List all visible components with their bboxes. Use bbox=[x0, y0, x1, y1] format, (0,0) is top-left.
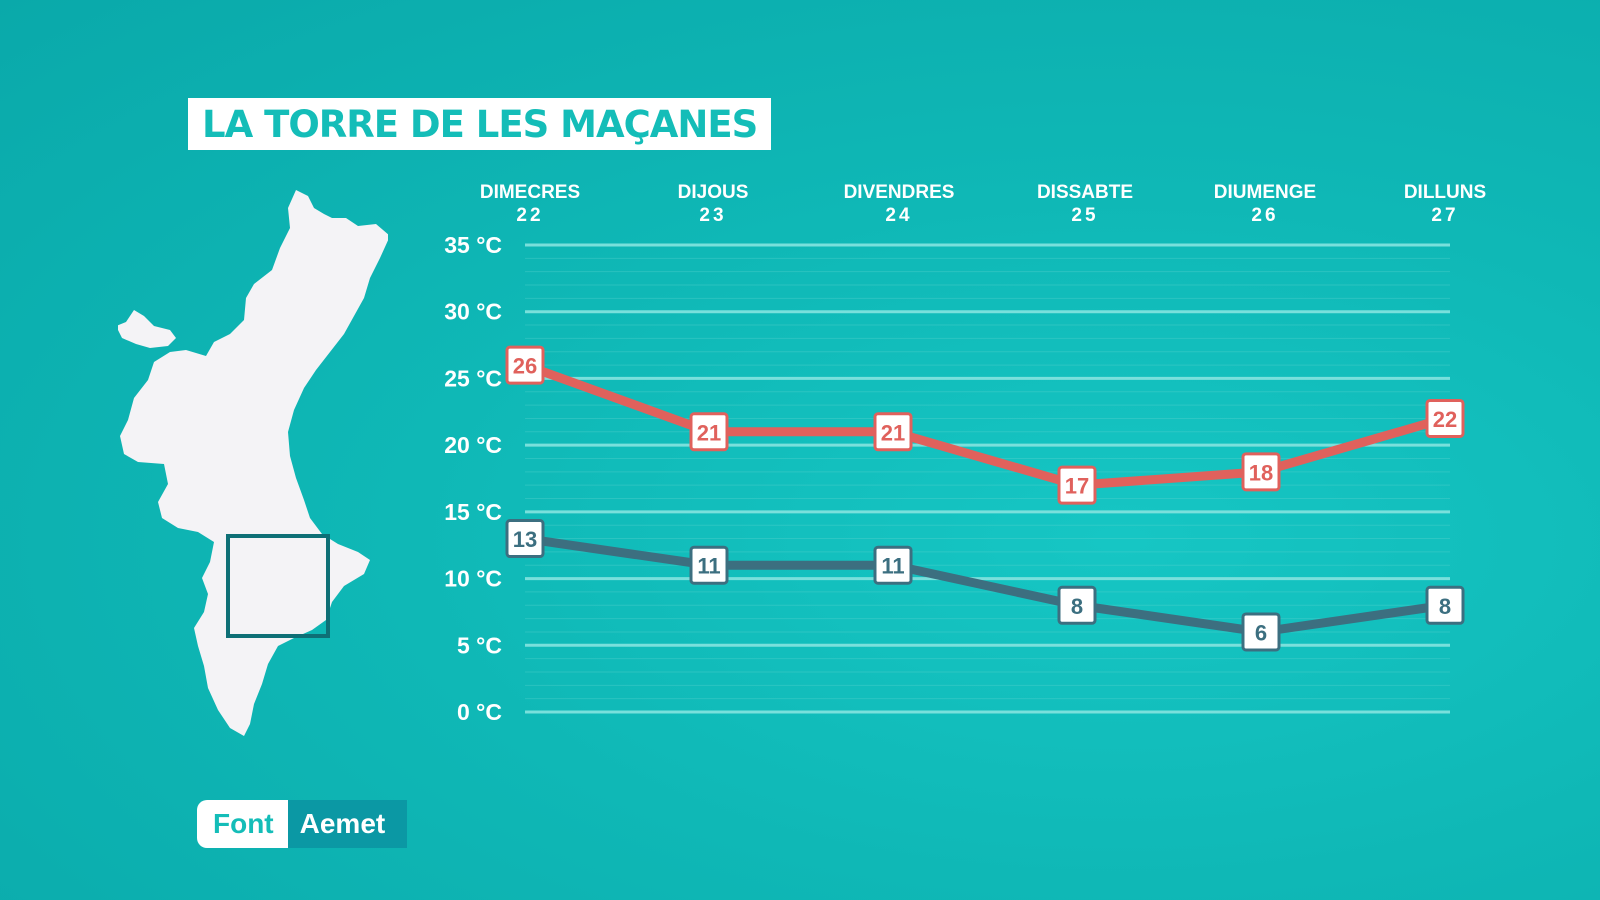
data-point-marker bbox=[1425, 585, 1465, 625]
x-date-label: 23 bbox=[699, 205, 726, 226]
page-title: LA TORRE DE LES MAÇANES bbox=[202, 102, 758, 146]
x-date-label: 27 bbox=[1431, 205, 1458, 226]
y-tick-label: 30 °C bbox=[444, 299, 502, 325]
y-axis-ticks: 0 °C 5 °C 10 °C 15 °C 20 °C 25 °C 30 °C 35 °C bbox=[444, 232, 502, 725]
data-label: 13 bbox=[513, 527, 537, 552]
island-shape bbox=[118, 310, 176, 348]
x-day-label: DIMECRES bbox=[480, 182, 580, 203]
data-point-marker bbox=[505, 345, 545, 385]
region-map bbox=[118, 190, 388, 736]
data-point-marker bbox=[873, 545, 913, 585]
data-label: 11 bbox=[697, 554, 720, 579]
y-tick-label: 0 °C bbox=[457, 699, 502, 725]
y-tick-label: 10 °C bbox=[444, 566, 502, 592]
data-point-marker bbox=[689, 412, 729, 452]
source-badge: Font Aemet bbox=[197, 800, 408, 848]
data-point-marker bbox=[1057, 585, 1097, 625]
source-value: Aemet bbox=[287, 800, 408, 848]
grid-lines bbox=[525, 243, 1450, 714]
data-label: 8 bbox=[1071, 594, 1083, 619]
x-day-label: DIVENDRES bbox=[844, 182, 955, 203]
data-label: 18 bbox=[1249, 460, 1273, 485]
y-tick-label: 35 °C bbox=[444, 232, 502, 258]
data-point-marker bbox=[1425, 398, 1465, 438]
data-point-marker bbox=[873, 412, 913, 452]
x-day-label: DIJOUS bbox=[678, 182, 749, 203]
data-label: 17 bbox=[1065, 474, 1089, 499]
y-tick-label: 15 °C bbox=[444, 499, 502, 525]
series-lines: 26 21 21 17 18 22 13 11 11 8 6 8 bbox=[505, 345, 1465, 652]
data-point-marker bbox=[1241, 612, 1281, 652]
data-point-marker bbox=[689, 545, 729, 585]
title-banner: LA TORRE DE LES MAÇANES bbox=[188, 98, 772, 150]
data-point-marker bbox=[1241, 452, 1281, 492]
x-date-label: 24 bbox=[885, 205, 912, 226]
x-day-label: DIUMENGE bbox=[1214, 182, 1316, 203]
data-point-marker bbox=[1057, 465, 1097, 505]
y-tick-label: 20 °C bbox=[444, 432, 502, 458]
data-label: 11 bbox=[881, 554, 904, 579]
data-label: 21 bbox=[697, 420, 721, 445]
series-line bbox=[520, 534, 1450, 637]
data-label: 26 bbox=[513, 354, 537, 379]
x-date-label: 26 bbox=[1251, 205, 1278, 226]
source-label: Font bbox=[197, 800, 288, 848]
series-line bbox=[520, 360, 1450, 490]
x-date-label: 25 bbox=[1071, 205, 1098, 226]
y-tick-label: 5 °C bbox=[457, 632, 502, 658]
series-max: 26 21 21 17 18 22 bbox=[505, 345, 1465, 505]
x-date-label: 22 bbox=[516, 205, 543, 226]
region-map-shape bbox=[120, 190, 388, 736]
data-point-marker bbox=[505, 519, 545, 559]
x-day-label: DILLUNS bbox=[1404, 182, 1486, 203]
data-label: 22 bbox=[1433, 407, 1457, 432]
series-min: 13 11 11 8 6 8 bbox=[505, 519, 1465, 652]
data-label: 21 bbox=[881, 420, 905, 445]
data-label: 8 bbox=[1439, 594, 1451, 619]
data-label: 6 bbox=[1255, 620, 1267, 645]
location-highlight-box bbox=[226, 534, 330, 638]
y-tick-label: 25 °C bbox=[444, 365, 502, 391]
x-day-label: DISSABTE bbox=[1037, 182, 1133, 203]
